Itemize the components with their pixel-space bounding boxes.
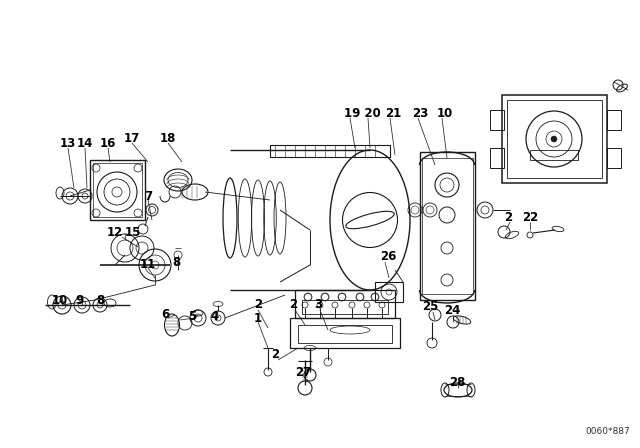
Bar — [290, 318, 400, 348]
Text: 11: 11 — [140, 258, 156, 271]
Text: 10: 10 — [52, 293, 68, 306]
Text: 1: 1 — [254, 311, 262, 324]
Text: 18: 18 — [160, 132, 176, 145]
Text: 28: 28 — [449, 376, 465, 389]
Bar — [507, 100, 602, 178]
Text: 22: 22 — [522, 211, 538, 224]
Bar — [295, 290, 395, 318]
Bar — [90, 160, 145, 220]
Circle shape — [551, 136, 557, 142]
Text: 0060*887: 0060*887 — [585, 427, 630, 436]
Text: 10: 10 — [437, 107, 453, 120]
Text: 2: 2 — [271, 348, 279, 361]
Text: 6: 6 — [161, 307, 169, 320]
Text: 2: 2 — [289, 298, 297, 311]
Text: 26: 26 — [380, 250, 396, 263]
Bar — [502, 95, 607, 183]
Bar — [422, 158, 473, 294]
Text: 2: 2 — [254, 298, 262, 311]
Text: 16: 16 — [100, 137, 116, 150]
Bar — [490, 148, 504, 168]
Bar — [270, 145, 390, 157]
Text: 4: 4 — [211, 310, 219, 323]
Text: 13: 13 — [60, 137, 76, 150]
Bar — [298, 325, 392, 343]
Text: 19 20: 19 20 — [344, 107, 380, 120]
Text: 27: 27 — [295, 366, 311, 379]
Text: 25: 25 — [422, 301, 438, 314]
Text: 8: 8 — [96, 293, 104, 306]
Text: 5: 5 — [188, 310, 196, 323]
Bar — [375, 282, 403, 302]
Text: 21: 21 — [385, 107, 401, 120]
Text: 7: 7 — [144, 190, 152, 202]
Text: 14: 14 — [77, 137, 93, 150]
Text: 12: 12 — [107, 225, 123, 238]
Text: 24: 24 — [444, 305, 460, 318]
Text: 2: 2 — [504, 211, 512, 224]
Bar — [420, 152, 475, 300]
Text: 8: 8 — [172, 255, 180, 268]
Bar — [607, 110, 621, 130]
Text: 15: 15 — [125, 225, 141, 238]
Bar — [607, 148, 621, 168]
Bar — [530, 150, 578, 160]
Text: 9: 9 — [76, 293, 84, 306]
Bar — [93, 163, 142, 217]
Bar — [302, 300, 388, 314]
Bar — [490, 110, 504, 130]
Text: 3: 3 — [314, 298, 322, 311]
Text: 17: 17 — [124, 132, 140, 145]
Text: 23: 23 — [412, 107, 428, 120]
